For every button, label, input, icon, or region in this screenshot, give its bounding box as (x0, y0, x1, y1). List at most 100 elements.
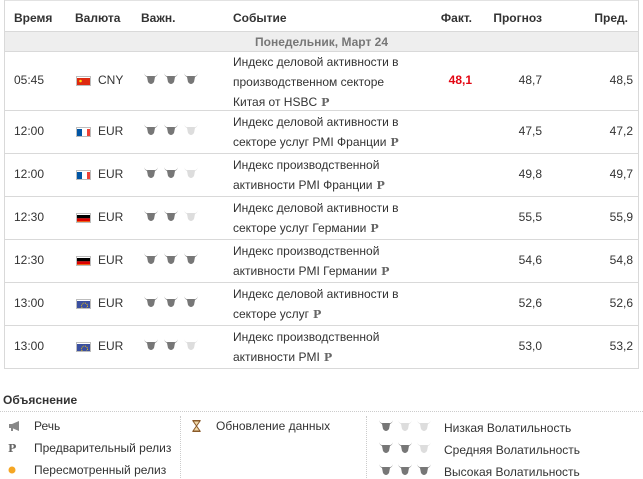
event-time: 05:45 (14, 73, 45, 87)
bull-icon (378, 441, 394, 458)
header-time[interactable]: Время (14, 11, 53, 25)
preliminary-p-icon: P (321, 96, 330, 109)
importance-rating (143, 252, 199, 269)
bull-icon (416, 441, 432, 458)
preliminary-p-icon: P (370, 222, 379, 235)
legend-divider (0, 411, 643, 412)
event-forecast: 49,8 (518, 167, 542, 181)
event-title[interactable]: Индекс производственной активности PMI (233, 330, 380, 364)
event-title[interactable]: Индекс производственной активности PMI Ф… (233, 158, 380, 192)
event-title[interactable]: Индекс деловой активности в секторе услу… (233, 287, 399, 321)
event-title[interactable]: Индекс деловой активности в производстве… (233, 55, 399, 109)
event-previous: 52,6 (609, 296, 633, 310)
event-currency: EUR (98, 339, 124, 353)
bull-icon (183, 123, 199, 140)
legend-divider-1 (180, 416, 181, 478)
table-header: Время Валюта Важн. Событие Факт. Прогноз… (5, 0, 638, 32)
legend-title: Объяснение (3, 393, 78, 407)
legend-speech-label: Речь (34, 419, 61, 433)
germany-flag (76, 213, 91, 223)
event-forecast: 52,6 (518, 296, 542, 310)
event-previous: 48,5 (609, 73, 633, 87)
legend-low-volatility-label: Низкая Волатильность (444, 420, 572, 435)
bull-icon (163, 338, 179, 355)
legend-medium-volatility-label: Средняя Волатильность (444, 442, 581, 457)
legend-data-update: Обновление данных (192, 419, 330, 433)
day-header: Понедельник, Март 24 (5, 32, 638, 52)
bull-icon (163, 295, 179, 312)
legend-revised-label: Пересмотренный релиз (34, 463, 167, 477)
legend-divider-2 (366, 416, 367, 478)
event-previous: 49,7 (609, 167, 633, 181)
eu-flag (76, 342, 91, 352)
event-currency: EUR (98, 253, 124, 267)
table-row[interactable]: 12:00 EUR Индекс производственной активнос… (5, 154, 638, 197)
revised-dot-icon (8, 466, 28, 474)
importance-rating (143, 166, 199, 183)
bull-icon (416, 463, 432, 479)
table-row[interactable]: 13:00 EUR Индекс производственной активнос… (5, 326, 638, 369)
low-volatility-bulls-icon (378, 419, 432, 436)
header-actual[interactable]: Факт. (440, 11, 472, 25)
legend-low-volatility: Низкая Волатильность (378, 419, 571, 436)
event-title-link[interactable]: Индекс производственной активности PMI P (233, 327, 408, 368)
legend-preliminary: P Предварительный релиз (8, 441, 171, 455)
event-currency: EUR (98, 210, 124, 224)
event-forecast: 55,5 (518, 210, 542, 224)
bull-icon (378, 463, 394, 479)
bull-icon (143, 72, 159, 89)
bull-icon (163, 252, 179, 269)
preliminary-p-icon: P (323, 351, 333, 364)
bull-icon (143, 209, 159, 226)
legend-revised: Пересмотренный релиз (8, 463, 166, 477)
event-title-link[interactable]: Индекс деловой активности в секторе услу… (233, 112, 408, 153)
event-title-link[interactable]: Индекс производственной активности PMI Г… (233, 241, 408, 282)
bull-icon (183, 338, 199, 355)
event-time: 12:00 (14, 167, 45, 181)
event-forecast: 53,0 (518, 339, 542, 353)
event-currency: EUR (98, 296, 124, 310)
header-importance[interactable]: Важн. (141, 11, 176, 25)
bull-icon (183, 295, 199, 312)
france-flag (76, 170, 91, 180)
bull-icon (183, 209, 199, 226)
preliminary-p-icon: P (381, 265, 390, 278)
table-row[interactable]: 05:45 CNY Индекс деловой активности в прои… (5, 52, 638, 111)
bull-icon (397, 463, 413, 479)
header-event[interactable]: Событие (233, 11, 287, 25)
table-row[interactable]: 12:00 EUR Индекс деловой активности в сект… (5, 111, 638, 154)
eu-flag (76, 299, 91, 309)
importance-rating (143, 338, 199, 355)
china-flag (76, 76, 91, 86)
bull-icon (416, 419, 432, 436)
medium-volatility-bulls-icon (378, 441, 432, 458)
event-title[interactable]: Индекс производственной активности PMI Г… (233, 244, 380, 278)
bull-icon (397, 441, 413, 458)
event-title-link[interactable]: Индекс производственной активности PMI Ф… (233, 155, 408, 196)
bull-icon (397, 419, 413, 436)
table-row[interactable]: 12:30 EUR Индекс деловой активности в сект… (5, 197, 638, 240)
event-title[interactable]: Индекс деловой активности в секторе услу… (233, 201, 399, 235)
header-currency[interactable]: Валюта (75, 11, 121, 25)
table-row[interactable]: 12:30 EUR Индекс производственной активнос… (5, 240, 638, 283)
header-forecast[interactable]: Прогноз (493, 11, 542, 25)
event-previous: 54,8 (609, 253, 633, 267)
event-title-link[interactable]: Индекс деловой активности в секторе услу… (233, 198, 408, 239)
event-time: 13:00 (14, 296, 45, 310)
bull-icon (183, 166, 199, 183)
table-row[interactable]: 13:00 EUR Индекс деловой активности в сект… (5, 283, 638, 326)
event-title-link[interactable]: Индекс деловой активности в секторе услу… (233, 284, 408, 325)
event-title-link[interactable]: Индекс деловой активности в производстве… (233, 52, 408, 113)
event-time: 12:30 (14, 253, 45, 267)
event-forecast: 48,7 (518, 73, 542, 87)
event-previous: 55,9 (609, 210, 633, 224)
bull-icon (143, 295, 159, 312)
legend-data-update-label: Обновление данных (216, 419, 331, 433)
header-previous[interactable]: Пред. (594, 11, 628, 25)
legend-speech: Речь (8, 419, 60, 433)
importance-rating (143, 295, 199, 312)
event-title[interactable]: Индекс деловой активности в секторе услу… (233, 115, 399, 149)
bull-icon (163, 209, 179, 226)
bull-icon (183, 252, 199, 269)
preliminary-p-icon: P (8, 441, 17, 455)
